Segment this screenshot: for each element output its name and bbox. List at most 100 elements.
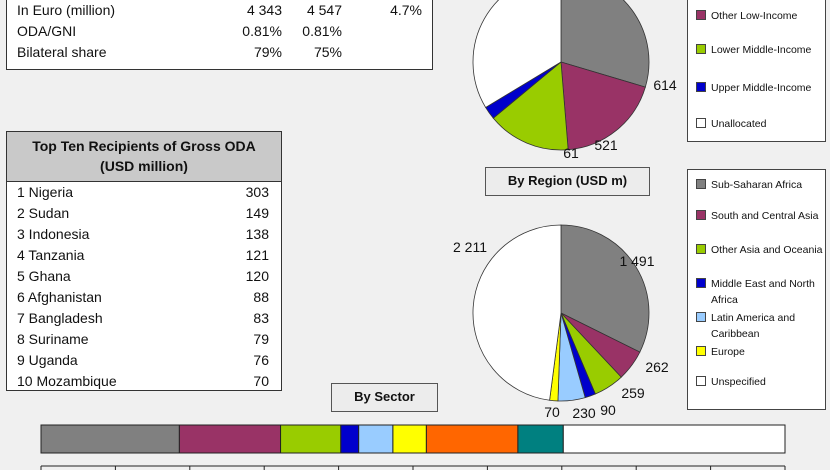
summary-value-2: 75%: [313, 44, 342, 60]
pie-data-label: 521: [594, 137, 618, 153]
recipient-value: 76: [253, 352, 269, 368]
recipient-value: 70: [253, 373, 269, 389]
recipient-value: 79: [253, 331, 269, 347]
legend-swatch: [696, 118, 706, 128]
pie-data-label: 259: [621, 385, 645, 401]
recipient-name: 2 Sudan: [17, 205, 70, 221]
legend-swatch: [696, 278, 706, 288]
pie-data-label: 90: [600, 402, 616, 418]
income-pie-slice-other-low-income: [560, 61, 646, 151]
recipient-row: 5 Ghana 120: [17, 268, 269, 289]
recipient-row: 3 Indonesia 138: [17, 226, 269, 247]
sector-bar-segment-5: [358, 424, 394, 454]
recipient-value: 138: [245, 226, 269, 242]
region-legend: Sub-Saharan Africa South and Central Asia…: [687, 169, 826, 410]
summary-label: ODA/GNI: [17, 23, 77, 39]
recipient-row: 4 Tanzania 121: [17, 247, 269, 268]
recipient-row: 2 Sudan 149: [17, 205, 269, 226]
pie-data-label: 230: [572, 405, 596, 421]
legend-swatch: [696, 346, 706, 356]
region-pie-slice-unspecified: [472, 224, 562, 401]
recipient-name: 3 Indonesia: [17, 226, 90, 242]
legend-swatch: [696, 312, 706, 322]
recipients-header: Top Ten Recipients of Gross ODA (USD mil…: [7, 132, 281, 182]
summary-value-2: 4 547: [306, 2, 342, 18]
legend-swatch: [696, 210, 706, 220]
sector-chart-caption: By Sector: [331, 383, 438, 412]
recipient-name: 4 Tanzania: [17, 247, 85, 263]
pie-data-label: 262: [645, 359, 669, 375]
legend-label: Lower Middle-Income: [711, 44, 812, 56]
recipient-value: 120: [245, 268, 269, 284]
recipient-value: 149: [245, 205, 269, 221]
recipient-name: 10 Mozambique: [17, 373, 117, 389]
summary-value-1: 4 343: [246, 2, 282, 18]
legend-label: Unspecified: [711, 376, 766, 388]
income-pie-slice-unallocated: [472, 0, 562, 108]
recipient-row: 9 Uganda 76: [17, 352, 269, 373]
recipient-name: 9 Uganda: [17, 352, 78, 368]
pie-data-label: 70: [544, 404, 560, 420]
summary-label: Bilateral share: [17, 44, 107, 60]
summary-row: In Euro (million) 4 343 4 547 4.7%: [17, 2, 432, 22]
recipient-name: 6 Afghanistan: [17, 289, 102, 305]
sector-bar-segment-8: [517, 424, 564, 454]
legend-label: South and Central Asia: [711, 210, 819, 222]
income-pie-slice-segment-1: [560, 0, 650, 88]
legend-swatch: [696, 244, 706, 254]
legend-label: Europe: [711, 346, 745, 358]
recipients-subtitle: (USD million): [100, 158, 188, 174]
summary-row: Bilateral share 79% 75%: [17, 44, 432, 64]
sector-bar-segment-3: [280, 424, 342, 454]
recipient-row: 6 Afghanistan 88: [17, 289, 269, 310]
legend-swatch: [696, 44, 706, 54]
legend-label: Other Asia and Oceania: [711, 244, 823, 256]
pie-data-label: 1 491: [619, 253, 654, 269]
top-recipients-table: Top Ten Recipients of Gross ODA (USD mil…: [6, 131, 282, 391]
summary-label: In Euro (million): [17, 2, 116, 18]
legend-swatch: [696, 376, 706, 386]
recipient-row: 7 Bangladesh 83: [17, 310, 269, 331]
summary-value-1: 79%: [253, 44, 282, 60]
legend-swatch: [696, 82, 706, 92]
recipient-value: 303: [245, 184, 269, 200]
sector-bar-segment-4: [340, 424, 360, 454]
recipient-value: 121: [245, 247, 269, 263]
summary-value-1: 0.81%: [242, 23, 282, 39]
legend-label: Middle East and North Africa: [711, 278, 815, 306]
recipients-title: Top Ten Recipients of Gross ODA: [32, 138, 256, 154]
region-pie-slice-sub-saharan-africa: [560, 224, 650, 353]
summary-change: 4.7%: [390, 2, 422, 18]
recipient-row: 1 Nigeria 303: [17, 184, 269, 205]
region-chart-caption: By Region (USD m): [485, 167, 650, 196]
pie-data-label: 2 211: [453, 239, 487, 255]
recipient-name: 7 Bangladesh: [17, 310, 103, 326]
income-legend: Other Low-Income Lower Middle-Income Upper…: [687, 0, 826, 142]
pie-data-label: 614: [653, 77, 677, 93]
income-pie-slice-lower-middle-income: [492, 61, 569, 151]
recipient-name: 8 Suriname: [17, 331, 89, 347]
legend-swatch: [696, 179, 706, 189]
pie-data-label: 61: [563, 145, 579, 161]
legend-label: Unallocated: [711, 118, 767, 130]
recipient-name: 5 Ghana: [17, 268, 71, 284]
sector-bar-segment-2: [178, 424, 282, 454]
sector-bar-segment-9: [562, 424, 786, 454]
legend-label: Other Low-Income: [711, 10, 798, 22]
recipient-name: 1 Nigeria: [17, 184, 74, 200]
recipient-value: 88: [253, 289, 269, 305]
legend-swatch: [696, 10, 706, 20]
recipient-value: 83: [253, 310, 269, 326]
sector-bar-segment-7: [425, 424, 519, 454]
summary-value-2: 0.81%: [302, 23, 342, 39]
legend-label: Sub-Saharan Africa: [711, 179, 803, 191]
oda-summary-table: In Euro (million) 4 343 4 547 4.7% ODA/G…: [6, 0, 433, 70]
sector-bar-segment-6: [392, 424, 427, 454]
sector-bar-segment-1: [40, 424, 180, 454]
recipient-row: 8 Suriname 79: [17, 331, 269, 352]
legend-label: Upper Middle-Income: [711, 82, 812, 94]
summary-row: ODA/GNI 0.81% 0.81%: [17, 23, 432, 43]
recipient-row: 10 Mozambique 70: [17, 373, 269, 394]
legend-label: Latin America and Caribbean: [711, 312, 796, 340]
